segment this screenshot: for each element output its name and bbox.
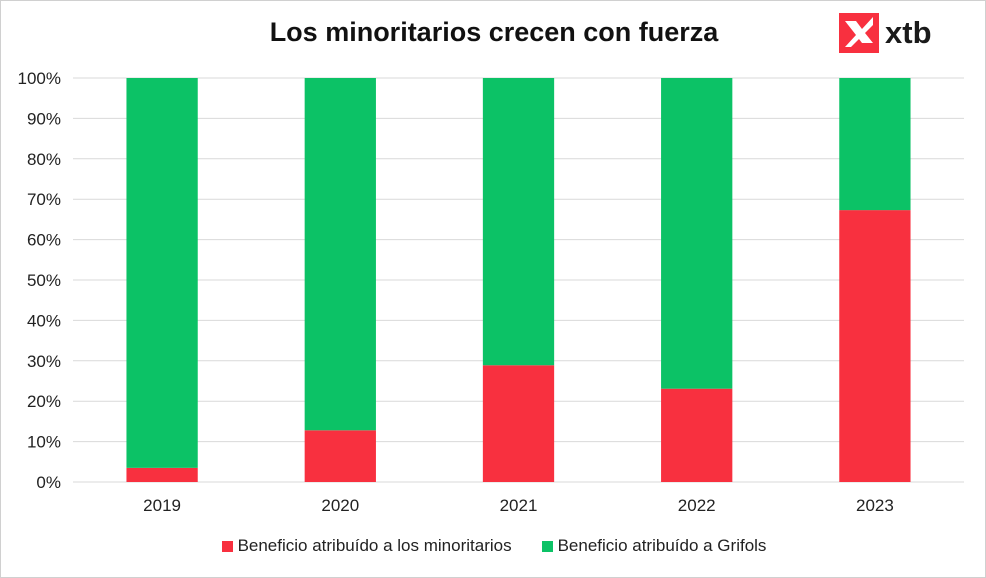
y-tick-label: 50% <box>27 271 61 290</box>
bar-minoritarios-2020 <box>304 430 376 482</box>
plot-area: 0% 10% 20% 30% 40% 50% 60% 70% 80% 90% 100% 2019 20… <box>18 69 964 515</box>
legend-item-grifols: Beneficio atribuído a Grifols <box>541 536 767 556</box>
bar-minoritarios-2023 <box>839 210 911 482</box>
y-tick-label: 20% <box>27 392 61 411</box>
bar-minoritarios-2019 <box>126 467 198 482</box>
chart-title: Los minoritarios crecen con fuerza <box>269 17 719 47</box>
x-tick-label: 2019 <box>143 496 181 515</box>
bar-grifols-2019 <box>126 78 198 468</box>
y-tick-label: 90% <box>27 109 61 128</box>
y-tick-label: 0% <box>36 473 61 492</box>
y-tick-label: 60% <box>27 231 61 250</box>
y-tick-label: 30% <box>27 352 61 371</box>
legend-label-grifols: Beneficio atribuído a Grifols <box>557 536 767 555</box>
y-tick-label: 80% <box>27 150 61 169</box>
xtb-logo-text: xtb <box>885 15 932 50</box>
y-tick-label: 40% <box>27 311 61 330</box>
bar-grifols-2020 <box>304 78 376 431</box>
x-tick-label: 2021 <box>500 496 538 515</box>
legend-item-minoritarios: Beneficio atribuído a los minoritarios <box>221 536 512 556</box>
bar-grifols-2023 <box>839 78 911 211</box>
legend-swatch-minoritarios <box>221 540 233 552</box>
x-tick-label: 2022 <box>678 496 716 515</box>
y-tick-label: 100% <box>18 69 61 88</box>
x-tick-label: 2020 <box>321 496 359 515</box>
bar-grifols-2021 <box>482 78 555 366</box>
bar-minoritarios-2021 <box>482 365 555 482</box>
legend-label-minoritarios: Beneficio atribuído a los minoritarios <box>237 536 512 555</box>
xtb-x-icon <box>839 13 879 53</box>
y-tick-label: 10% <box>27 433 61 452</box>
bar-minoritarios-2022 <box>661 388 733 482</box>
x-tick-label: 2023 <box>856 496 894 515</box>
y-tick-label: 70% <box>27 190 61 209</box>
legend: Beneficio atribuído a los minoritarios B… <box>1 536 986 556</box>
bar-grifols-2022 <box>661 78 733 389</box>
legend-swatch-grifols <box>541 540 553 552</box>
